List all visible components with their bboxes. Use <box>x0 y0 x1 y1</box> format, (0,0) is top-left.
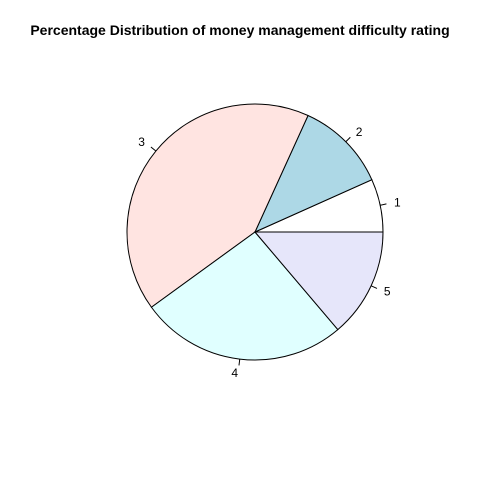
pie-label-3: 3 <box>138 135 145 149</box>
pie-slices <box>126 103 384 361</box>
pie-label-2: 2 <box>356 125 363 139</box>
pie-label-1: 1 <box>394 195 401 209</box>
pie-label-4: 4 <box>231 366 238 380</box>
pie-labels: 1 2 3 4 5 <box>138 125 401 380</box>
pie-tick-2 <box>345 136 351 143</box>
pie-tick-3 <box>150 146 157 152</box>
pie-label-ticks <box>150 136 387 366</box>
pie-tick-1 <box>380 203 387 206</box>
pie-tick-5 <box>370 285 378 289</box>
pie-slice-4 <box>150 231 339 361</box>
pie-tick-4 <box>238 359 241 366</box>
pie-label-5: 5 <box>384 285 391 299</box>
chart-title: Percentage Distribution of money managem… <box>30 22 450 38</box>
